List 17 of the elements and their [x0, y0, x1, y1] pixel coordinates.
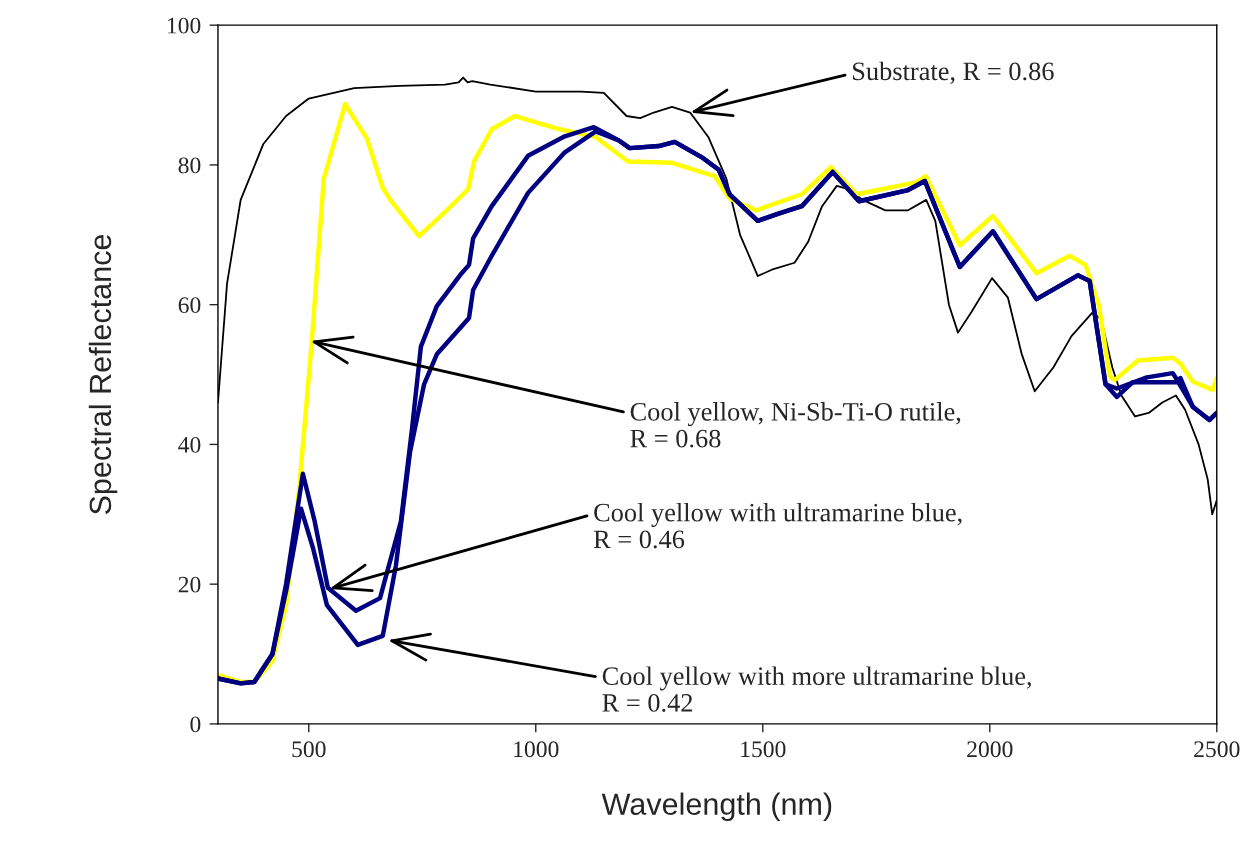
x-tick-label: 1000	[514, 741, 559, 758]
y-tick-label: 20	[178, 576, 201, 593]
y-axis-title: Spectral Reflectance	[88, 234, 118, 515]
annotation: Cool yellow with ultramarine blue, R = 0.46	[593, 502, 962, 549]
x-axis-title: Wavelength (nm)	[601, 792, 832, 822]
x-tick-label: 1500	[741, 741, 786, 758]
annotation: Cool yellow with more ultramarine blue, R = 0.42	[602, 666, 1031, 712]
y-tick-label: 100	[167, 17, 201, 34]
annotation: Substrate, R = 0.86	[853, 61, 1054, 85]
annotation: Cool yellow, Ni-Sb-Ti-O rutile, R = 0.68	[630, 402, 961, 448]
y-tick-label: 40	[178, 436, 201, 453]
y-tick-label: 0	[190, 716, 201, 733]
y-tick-label: 60	[178, 297, 201, 314]
x-tick-label: 2000	[967, 741, 1013, 758]
x-tick-label: 500	[292, 741, 326, 758]
x-tick-label: 2500	[1194, 741, 1240, 758]
y-tick-label: 80	[178, 157, 201, 174]
